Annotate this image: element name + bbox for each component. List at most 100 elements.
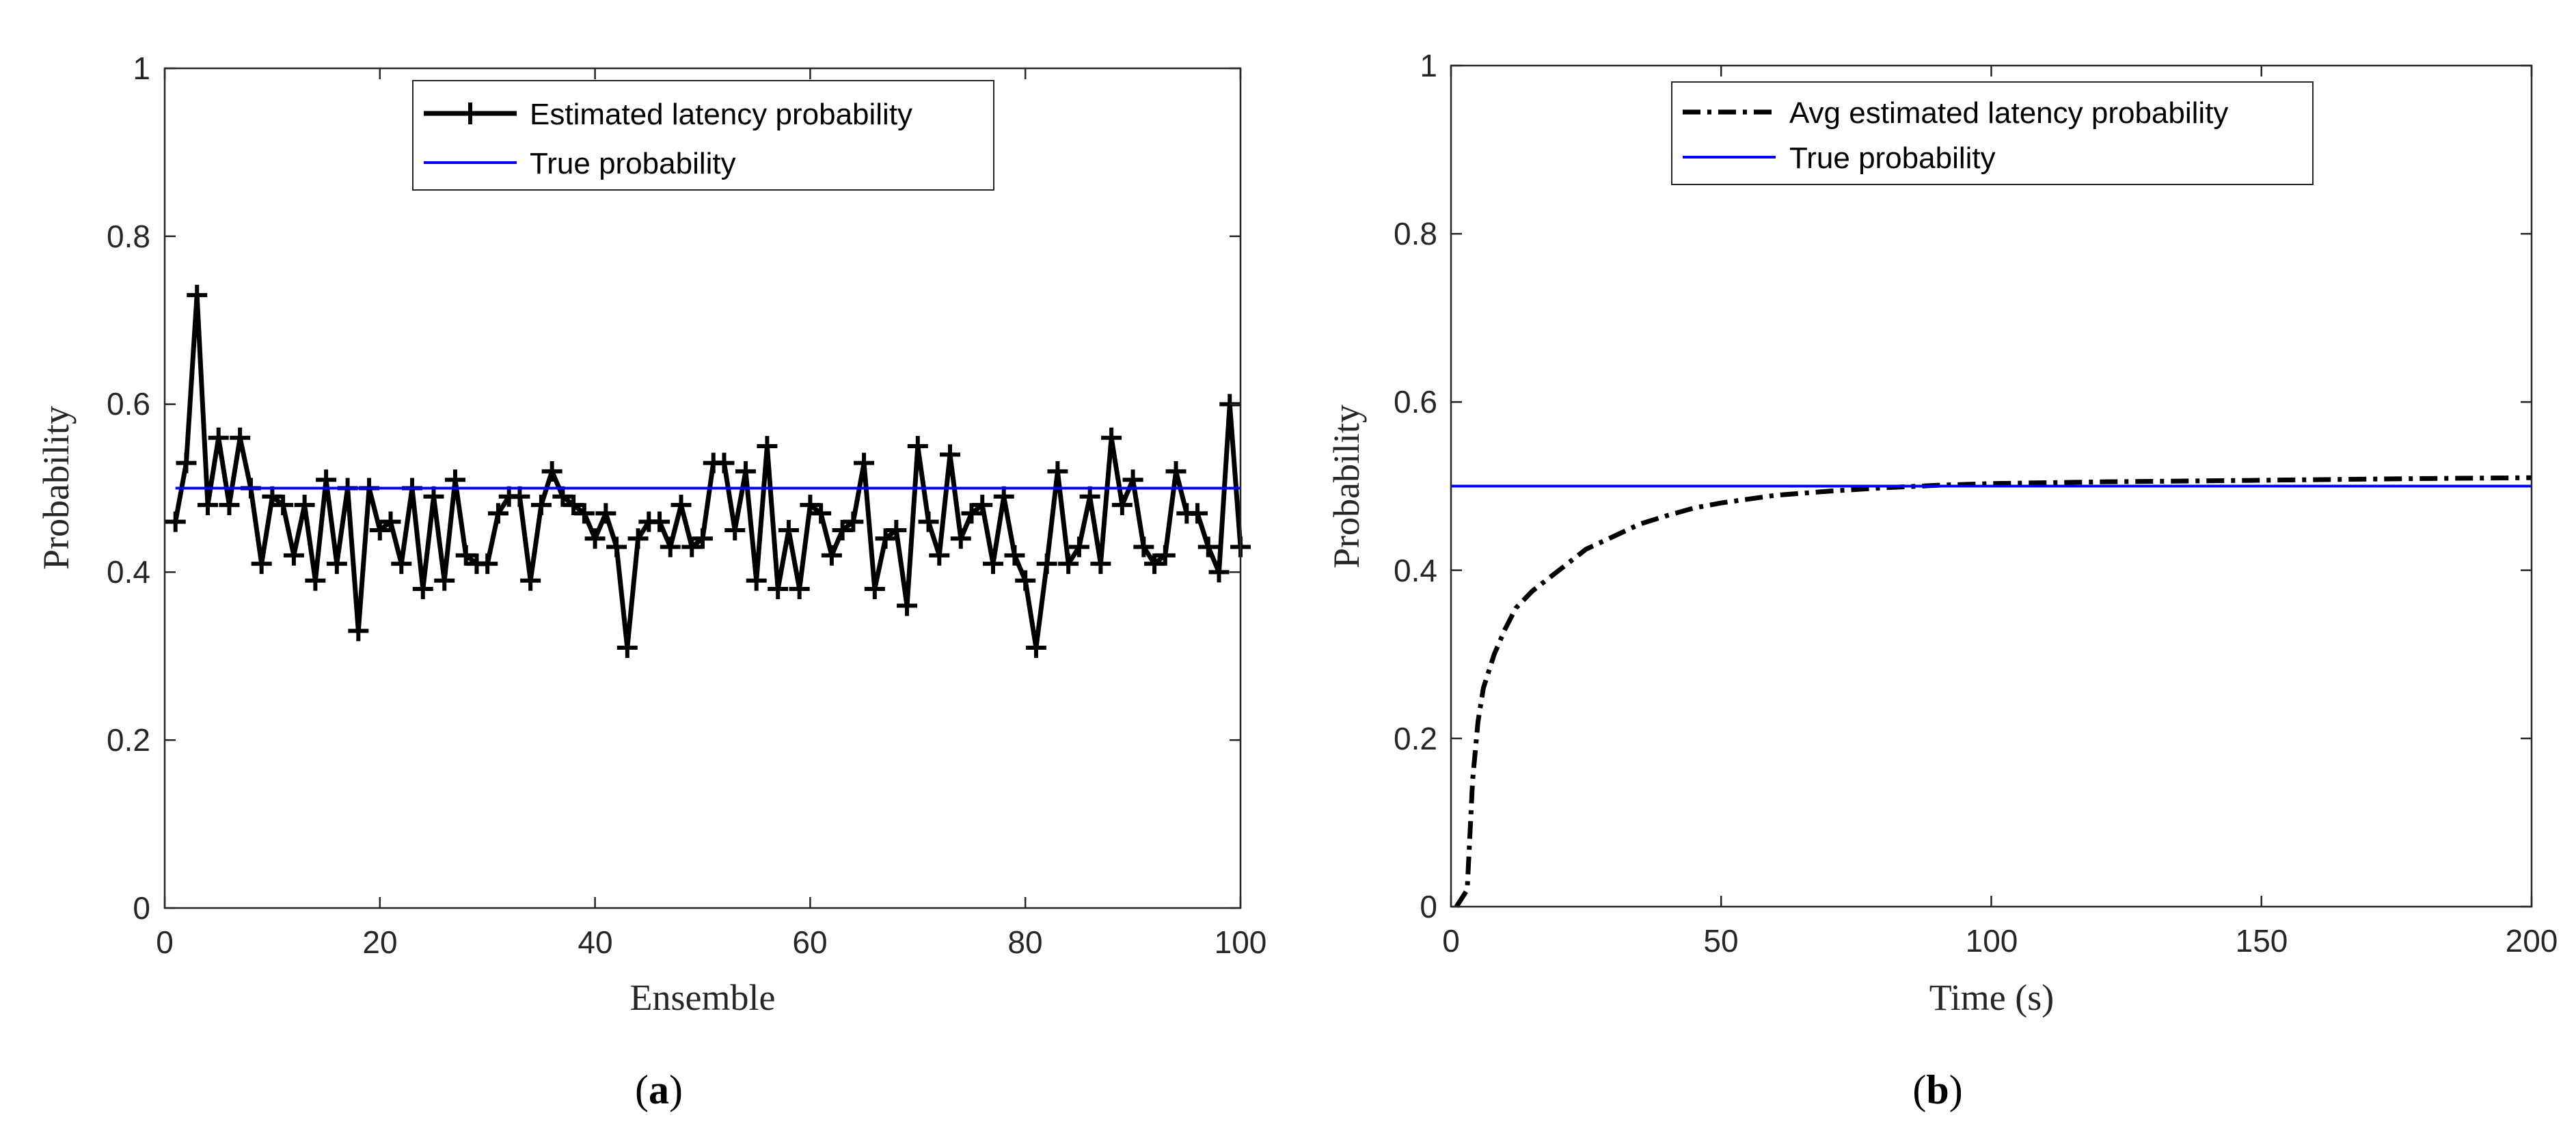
panel-a-data-point bbox=[789, 578, 810, 599]
panel-a-data-point bbox=[380, 511, 401, 532]
panel-a-xtick-label: 60 bbox=[792, 924, 827, 960]
panel-a-data-point bbox=[305, 570, 326, 591]
panel-a-data-point bbox=[606, 536, 627, 558]
panel-a-series-lines bbox=[165, 284, 1251, 659]
panel-a-ytick-label: 0 bbox=[133, 890, 150, 926]
panel-a-data-point bbox=[1208, 562, 1230, 583]
panel-b-legend-box bbox=[1671, 81, 2314, 185]
panel-b-ytick-label: 0.8 bbox=[1394, 216, 1437, 251]
panel-a-ytick-label: 0.4 bbox=[107, 554, 150, 590]
panel-b-series-lines bbox=[1451, 475, 2532, 908]
panel-a-xtick-label: 0 bbox=[156, 924, 174, 960]
panel-a-data-point bbox=[509, 486, 530, 507]
panel-a-data-point bbox=[1025, 637, 1046, 659]
panel-b-caption-letter: b bbox=[1926, 1067, 1949, 1112]
panel-a-data-point bbox=[660, 536, 681, 558]
panel-a-xlabel: Ensemble bbox=[630, 977, 776, 1018]
panel-b-ticks bbox=[1450, 64, 2533, 908]
panel-a-data-point bbox=[444, 469, 465, 491]
panel-a-data-point bbox=[230, 427, 251, 448]
panel-b-caption: (b) bbox=[1912, 1067, 1962, 1112]
panel-a-data-point bbox=[1122, 469, 1143, 491]
panel-a-data-point bbox=[1058, 553, 1079, 575]
panel-b-ytick-label: 0 bbox=[1420, 889, 1437, 924]
panel-a-data-point bbox=[348, 620, 369, 642]
panel-a-ytick-label: 1 bbox=[133, 51, 150, 86]
panel-a-data-point bbox=[929, 545, 950, 566]
panel-a-data-point bbox=[972, 495, 993, 516]
panel-a-data-point bbox=[800, 495, 821, 516]
panel-a-data-point bbox=[541, 460, 562, 482]
panel-a-data-point bbox=[273, 495, 294, 516]
panel-a-xtick-label: 20 bbox=[362, 924, 397, 960]
panel-a-ytick-label: 0.2 bbox=[107, 722, 150, 758]
panel-a-data-point bbox=[832, 519, 853, 540]
panel-a-data-point bbox=[843, 511, 864, 532]
panel-a-data-point bbox=[1144, 553, 1165, 575]
panel-b-ytick-label: 0.2 bbox=[1394, 721, 1437, 756]
panel-a-data-point bbox=[897, 595, 918, 616]
panel-a-xtick-label: 100 bbox=[1215, 924, 1267, 960]
panel-a-data-point bbox=[197, 495, 218, 516]
panel-a-data-point bbox=[251, 553, 272, 575]
panel-a-data-point bbox=[886, 519, 907, 540]
panel-a-data-point bbox=[187, 284, 208, 305]
panel-a-legend-box bbox=[412, 80, 994, 191]
panel-a-legend-label-estimated: Estimated latency probability bbox=[530, 98, 912, 131]
panel-a-data-point bbox=[1015, 570, 1036, 591]
panel-a-data-point bbox=[692, 528, 713, 549]
panel-a-data-point bbox=[961, 503, 982, 524]
panel-b-xtick-label: 0 bbox=[1442, 923, 1460, 959]
panel-b-ytick-label: 0.6 bbox=[1394, 384, 1437, 420]
panel-a-data-point bbox=[262, 486, 283, 507]
panel-a-ytick-label: 0.8 bbox=[107, 219, 150, 254]
panel-a-data-point bbox=[412, 578, 433, 599]
panel-a-data-point bbox=[864, 578, 885, 599]
panel-a-legend: Estimated latency probability True proba… bbox=[412, 80, 994, 191]
panel-a-data-point bbox=[455, 545, 476, 566]
panel-a-data-point bbox=[1101, 427, 1122, 448]
panel-a-data-point bbox=[208, 427, 229, 448]
panel-a-data-point bbox=[757, 436, 778, 457]
panel-a-data-point bbox=[595, 503, 616, 524]
panel-a-xtick-label: 40 bbox=[578, 924, 612, 960]
panel-a-data-point bbox=[520, 570, 541, 591]
panel-b-series-line-estimated bbox=[1454, 475, 2532, 908]
panel-a-data-point bbox=[940, 444, 961, 465]
panel-a-data-point bbox=[1047, 460, 1068, 482]
panel-a-data-point bbox=[811, 503, 832, 524]
panel-a-data-point bbox=[714, 452, 735, 473]
panel-a-data-point bbox=[1154, 545, 1176, 566]
panel-a-data-point bbox=[670, 495, 692, 516]
panel-a-data-point bbox=[487, 503, 509, 524]
panel-a-ytick-label: 0.6 bbox=[107, 386, 150, 422]
panel-a-data-point bbox=[434, 570, 455, 591]
panel-a-data-point bbox=[1068, 536, 1089, 558]
panel-b-xtick-label: 100 bbox=[1966, 923, 2018, 959]
panel-a-data-point bbox=[724, 519, 746, 540]
panel-b: 0 0.2 0.4 0.6 0.8 1 0 50 100 150 200 Tim… bbox=[1326, 48, 2558, 1112]
panel-a-data-point bbox=[477, 553, 498, 575]
panel-b-xtick-label: 200 bbox=[2506, 923, 2558, 959]
panel-a-data-point bbox=[735, 460, 756, 482]
panel-b-xlabel: Time (s) bbox=[1929, 977, 2055, 1018]
panel-b-ytick-label: 0.4 bbox=[1394, 553, 1437, 588]
panel-a-data-point bbox=[573, 503, 595, 524]
panel-b-legend-label-true: True probability bbox=[1789, 141, 1996, 175]
panel-a-data-point bbox=[1090, 553, 1111, 575]
panel-a-data-point bbox=[584, 528, 606, 549]
panel-b-ylabel: Probability bbox=[1326, 404, 1367, 568]
panel-a-data-point bbox=[918, 511, 939, 532]
panel-a-data-point bbox=[681, 536, 703, 558]
panel-a-caption: (a) bbox=[635, 1067, 683, 1112]
panel-a-data-point bbox=[326, 553, 347, 575]
panel-a-data-point bbox=[1079, 486, 1100, 507]
panel-a-ticks bbox=[163, 67, 1242, 909]
panel-a-legend-label-true: True probability bbox=[530, 147, 736, 180]
panel-a-data-point bbox=[316, 469, 337, 491]
panel-a: 0 0.2 0.4 0.6 0.8 1 0 20 40 60 80 100 En… bbox=[36, 51, 1266, 1112]
panel-a-data-point bbox=[616, 637, 638, 659]
panel-a-data-point bbox=[423, 486, 444, 507]
panel-a-data-point bbox=[950, 528, 971, 549]
